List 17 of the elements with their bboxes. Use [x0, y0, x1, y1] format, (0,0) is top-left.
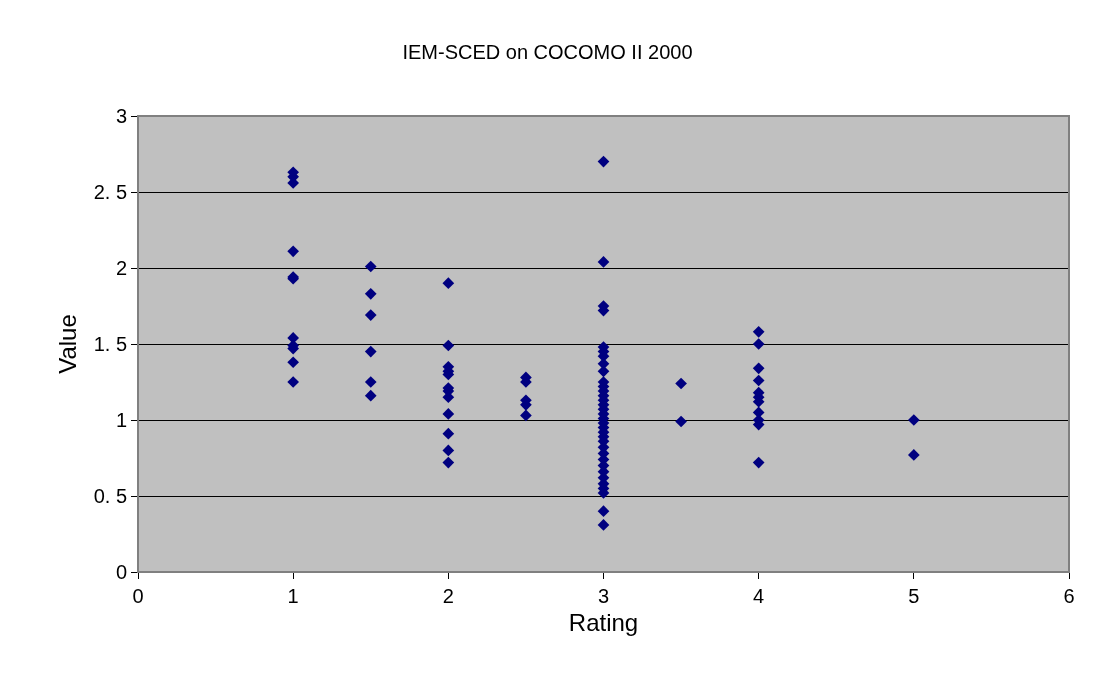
y-tick-label: 2. 5	[93, 181, 127, 203]
x-tick-label: 4	[753, 585, 765, 607]
x-tick-label: 0	[132, 585, 144, 607]
x-tick-label: 2	[442, 585, 454, 607]
y-tick-label: 3	[115, 105, 127, 127]
x-tick-label: 3	[597, 585, 610, 607]
x-axis-title: Rating	[568, 609, 639, 637]
y-tick-label: 0	[115, 561, 127, 583]
x-tick-label: 6	[1063, 585, 1075, 607]
y-tick-label: 1	[115, 409, 127, 431]
y-axis-title: Value	[53, 314, 81, 374]
x-tick-label: 5	[908, 585, 920, 607]
x-tick-label: 1	[287, 585, 299, 607]
y-tick-label: 0. 5	[93, 485, 127, 507]
y-tick-label: 1. 5	[93, 333, 127, 355]
chart-title: IEM-SCED on COCOMO II 2000	[402, 41, 693, 64]
y-tick-label: 2	[115, 257, 127, 279]
